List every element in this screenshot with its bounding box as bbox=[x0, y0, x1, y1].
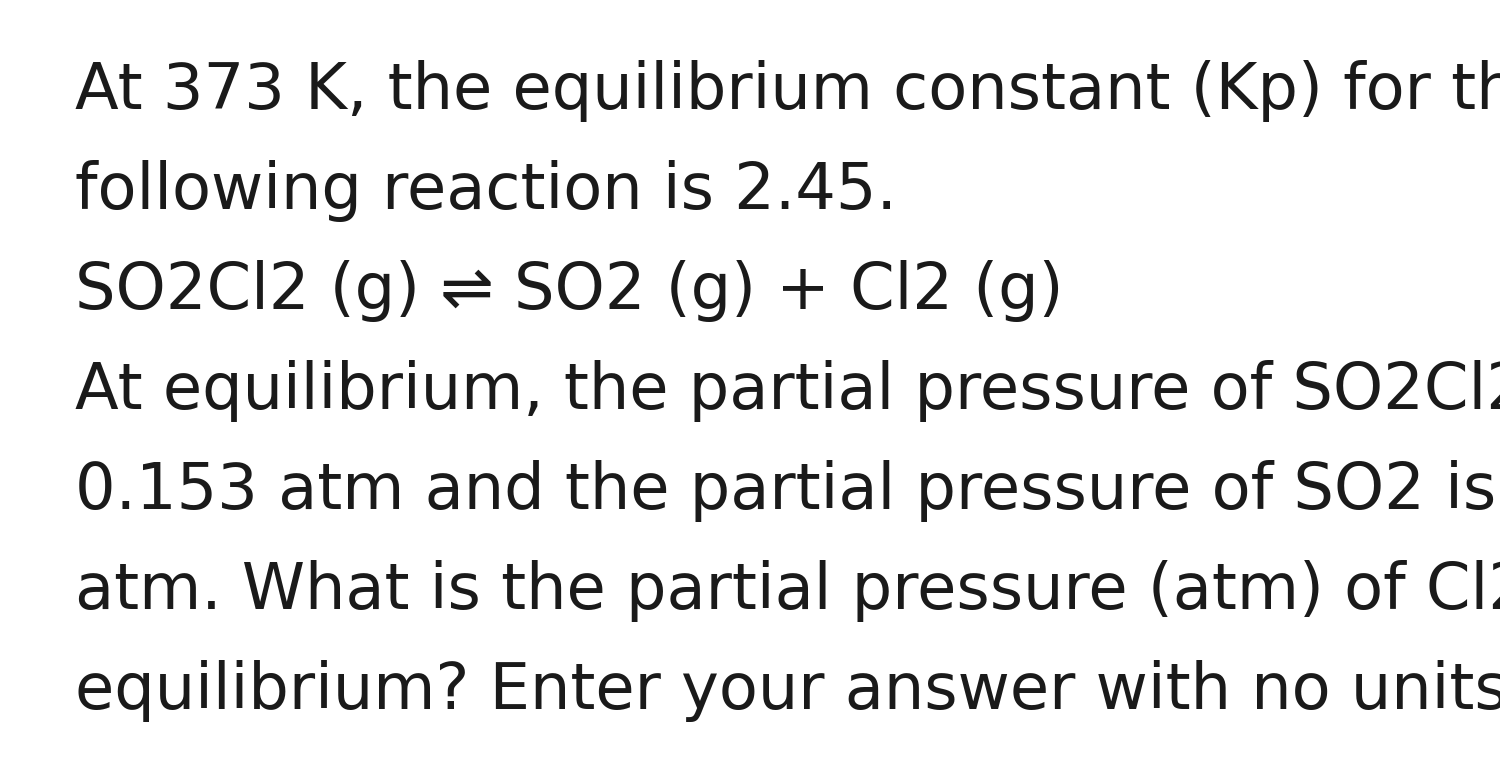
Text: equilibrium? Enter your answer with no units.: equilibrium? Enter your answer with no u… bbox=[75, 660, 1500, 722]
Text: At 373 K, the equilibrium constant (Kp) for the: At 373 K, the equilibrium constant (Kp) … bbox=[75, 60, 1500, 122]
Text: SO2Cl2 (g) ⇌ SO2 (g) + Cl2 (g): SO2Cl2 (g) ⇌ SO2 (g) + Cl2 (g) bbox=[75, 260, 1064, 322]
Text: atm. What is the partial pressure (atm) of Cl2 at: atm. What is the partial pressure (atm) … bbox=[75, 560, 1500, 622]
Text: following reaction is 2.45.: following reaction is 2.45. bbox=[75, 160, 897, 222]
Text: 0.153 atm and the partial pressure of SO2 is 5.42: 0.153 atm and the partial pressure of SO… bbox=[75, 460, 1500, 522]
Text: At equilibrium, the partial pressure of SO2Cl2 is: At equilibrium, the partial pressure of … bbox=[75, 360, 1500, 422]
